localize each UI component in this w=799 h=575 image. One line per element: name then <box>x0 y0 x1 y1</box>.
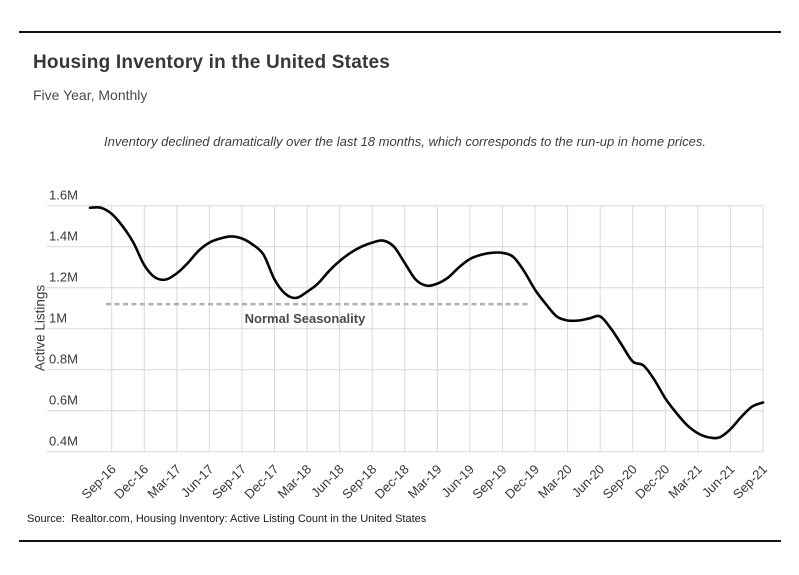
x-tick-label: Sep-17 <box>209 462 249 502</box>
x-tick-label: Sep-18 <box>339 462 379 502</box>
y-axis-title: Active Listings <box>32 284 48 372</box>
source-note: Source: Realtor.com, Housing Inventory: … <box>27 513 427 525</box>
y-tick-label: 0.6M <box>49 393 78 408</box>
x-tick-label: Dec-18 <box>372 462 412 502</box>
y-tick-labels: 1.6M 1.4M 1.2M 1M 0.8M 0.6M 0.4M <box>49 188 78 449</box>
x-tick-label: Sep-20 <box>600 462 640 502</box>
x-tick-label: Sep-19 <box>469 462 509 502</box>
inventory-line-series <box>88 205 765 440</box>
page-subtitle: Five Year, Monthly <box>33 87 148 103</box>
y-tick-label: 1M <box>49 311 67 326</box>
x-tick-label: Dec-19 <box>502 462 542 502</box>
page-title: Housing Inventory in the United States <box>33 52 391 73</box>
y-tick-label: 0.8M <box>49 352 78 367</box>
x-tick-label: Sep-16 <box>79 462 119 502</box>
y-tick-label: 1.2M <box>49 270 78 285</box>
x-tick-label: Dec-20 <box>632 462 672 502</box>
x-gridlines <box>111 205 764 452</box>
normal-seasonality-label: Normal Seasonality <box>244 311 366 326</box>
y-tick-label: 1.4M <box>49 229 78 244</box>
x-tick-label: Mar-20 <box>535 462 575 502</box>
bottom-divider <box>19 540 781 542</box>
y-tick-label: 0.4M <box>49 434 78 449</box>
chart-annotation: Inventory declined dramatically over the… <box>104 134 706 149</box>
x-tick-label: Sep-21 <box>730 462 770 502</box>
x-tick-label: Mar-17 <box>144 462 184 502</box>
x-tick-label: Dec-16 <box>111 462 151 502</box>
x-tick-label: Mar-18 <box>274 462 314 502</box>
top-divider <box>19 31 781 33</box>
x-tick-label: Dec-17 <box>241 462 281 502</box>
x-tick-label: Mar-21 <box>665 462 705 502</box>
x-tick-labels: Sep-16Dec-16Mar-17Jun-17Sep-17Dec-17Mar-… <box>79 462 771 502</box>
y-tick-label: 1.6M <box>49 188 78 203</box>
x-tick-label: Mar-19 <box>405 462 445 502</box>
